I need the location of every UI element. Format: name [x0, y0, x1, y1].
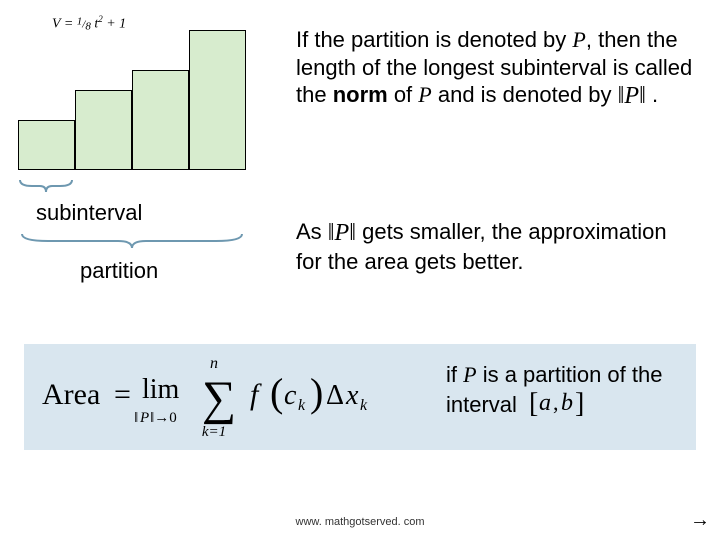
- svg-text:∑: ∑: [202, 372, 236, 425]
- svg-text:]: ]: [575, 388, 584, 418]
- paragraph-approximation: As ‖P‖ gets smaller, the approximation f…: [296, 218, 696, 276]
- riemann-bars: [18, 28, 246, 170]
- svg-text:‖→0: ‖→0: [150, 410, 177, 426]
- svg-text:c: c: [284, 380, 297, 411]
- next-arrow-icon[interactable]: →: [690, 509, 710, 532]
- svg-text:P: P: [139, 410, 149, 426]
- svg-text:[: [: [529, 388, 538, 418]
- paragraph-norm-definition: If the partition is denoted by P, then t…: [296, 26, 696, 111]
- norm-p-symbol: ‖P‖: [618, 81, 646, 111]
- brace-subinterval: [18, 178, 74, 196]
- subinterval-label: subinterval: [36, 200, 142, 226]
- interval-ab: [ a , b ]: [529, 388, 589, 424]
- svg-text:x: x: [345, 380, 359, 411]
- svg-text:Area: Area: [42, 378, 100, 411]
- svg-text:‖: ‖: [134, 410, 138, 426]
- norm-p-symbol: ‖P‖: [328, 218, 356, 248]
- svg-text:): ): [310, 370, 323, 415]
- svg-text:=: =: [114, 378, 131, 411]
- riemann-bar: [189, 30, 246, 170]
- riemann-bar: [18, 120, 75, 170]
- partition-label: partition: [80, 258, 158, 284]
- svg-text:k=1: k=1: [202, 424, 226, 440]
- svg-text:k: k: [360, 397, 368, 414]
- brace-partition: [18, 232, 246, 252]
- riemann-bar: [75, 90, 132, 170]
- svg-text:(: (: [270, 370, 283, 415]
- svg-text:f: f: [250, 378, 262, 411]
- riemann-bar: [132, 70, 189, 170]
- svg-text:k: k: [298, 397, 306, 414]
- svg-text:,: ,: [553, 390, 559, 415]
- svg-text:Δ: Δ: [326, 380, 344, 411]
- svg-text:a: a: [539, 390, 551, 416]
- svg-text:b: b: [561, 390, 573, 416]
- area-limit-formula: Area = lim ‖ P ‖→0 ∑ n k=1 f ( c k ) Δ x…: [42, 352, 442, 442]
- footer-url: www. mathgotserved. com: [0, 516, 720, 528]
- svg-text:lim: lim: [142, 374, 180, 405]
- paragraph-partition-interval: if P is a partition of the interval [ a …: [446, 362, 686, 425]
- svg-text:n: n: [210, 355, 218, 372]
